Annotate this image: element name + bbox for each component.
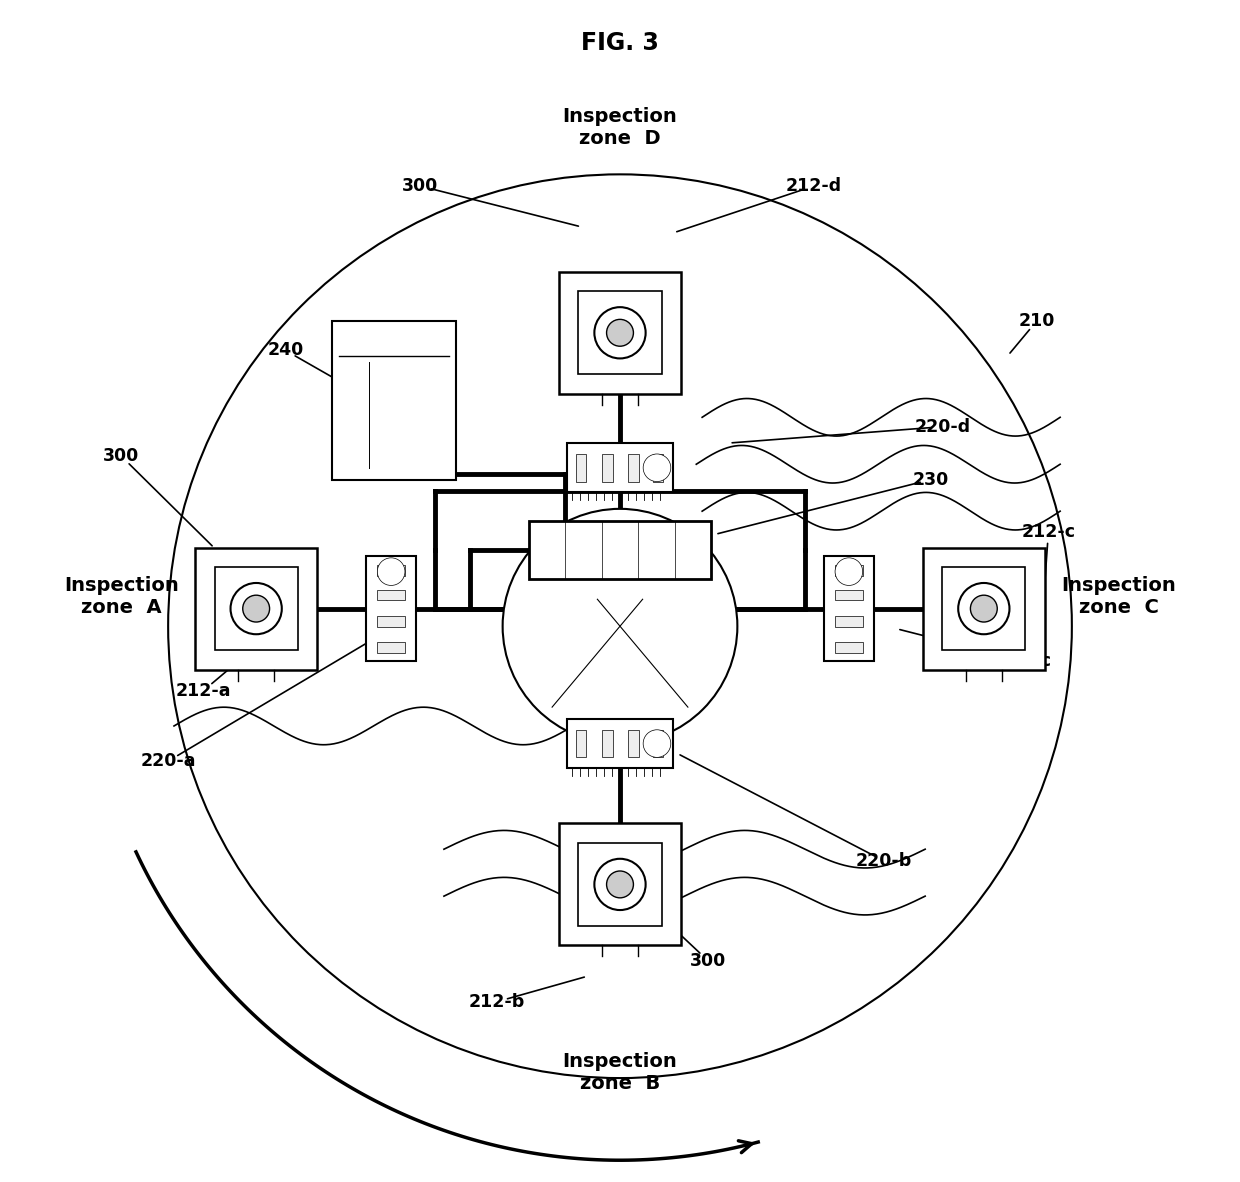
Bar: [377, 565, 405, 576]
Text: Inspection
zone  A: Inspection zone A: [63, 577, 179, 617]
Circle shape: [644, 729, 671, 758]
Bar: [377, 590, 405, 600]
Circle shape: [231, 583, 281, 635]
Text: 230: 230: [913, 470, 949, 488]
Bar: [575, 729, 587, 758]
Bar: [835, 616, 863, 626]
Text: 240: 240: [268, 342, 304, 359]
Bar: [377, 616, 405, 626]
Text: 210: 210: [1018, 312, 1055, 330]
Text: Inspection
zone  C: Inspection zone C: [1061, 577, 1177, 617]
Text: 300: 300: [689, 952, 727, 969]
Bar: [652, 729, 663, 758]
Bar: [629, 454, 639, 481]
Bar: [603, 454, 613, 481]
Text: 212-b: 212-b: [469, 993, 525, 1011]
Bar: [215, 567, 298, 650]
Text: 220-d: 220-d: [915, 417, 971, 436]
Bar: [367, 556, 415, 662]
Circle shape: [835, 558, 863, 585]
Circle shape: [243, 596, 269, 622]
Bar: [559, 272, 681, 394]
Bar: [825, 556, 873, 662]
Circle shape: [594, 859, 646, 910]
Bar: [579, 291, 661, 375]
Text: 220-c: 220-c: [998, 652, 1052, 670]
Bar: [377, 642, 405, 652]
Bar: [603, 729, 613, 758]
Bar: [195, 547, 317, 670]
Text: 300: 300: [103, 447, 139, 465]
Circle shape: [502, 508, 738, 743]
Bar: [575, 454, 587, 481]
Text: 220-b: 220-b: [856, 852, 913, 870]
Circle shape: [606, 871, 634, 898]
Text: Inspection
zone  B: Inspection zone B: [563, 1052, 677, 1092]
Text: 220-a: 220-a: [140, 752, 196, 771]
Bar: [567, 443, 673, 493]
Circle shape: [377, 558, 405, 585]
Bar: [579, 843, 661, 926]
Circle shape: [169, 175, 1071, 1078]
Text: 212-a: 212-a: [176, 682, 231, 700]
Bar: [559, 824, 681, 946]
Bar: [332, 322, 455, 480]
Bar: [567, 719, 673, 768]
Text: 300: 300: [402, 177, 439, 195]
Bar: [835, 565, 863, 576]
Text: FIG. 3: FIG. 3: [582, 31, 658, 54]
Bar: [835, 642, 863, 652]
Bar: [629, 729, 639, 758]
Bar: [835, 590, 863, 600]
Bar: [942, 567, 1025, 650]
Text: Inspection
zone  D: Inspection zone D: [563, 106, 677, 148]
Circle shape: [971, 596, 997, 622]
Circle shape: [644, 454, 671, 481]
Text: 300: 300: [994, 605, 1032, 623]
Text: 212-d: 212-d: [786, 177, 842, 195]
Circle shape: [606, 319, 634, 346]
Circle shape: [594, 307, 646, 358]
Bar: [923, 547, 1045, 670]
Bar: [652, 454, 663, 481]
Circle shape: [959, 583, 1009, 635]
Bar: [529, 520, 711, 579]
Text: 212-c: 212-c: [1022, 524, 1075, 541]
